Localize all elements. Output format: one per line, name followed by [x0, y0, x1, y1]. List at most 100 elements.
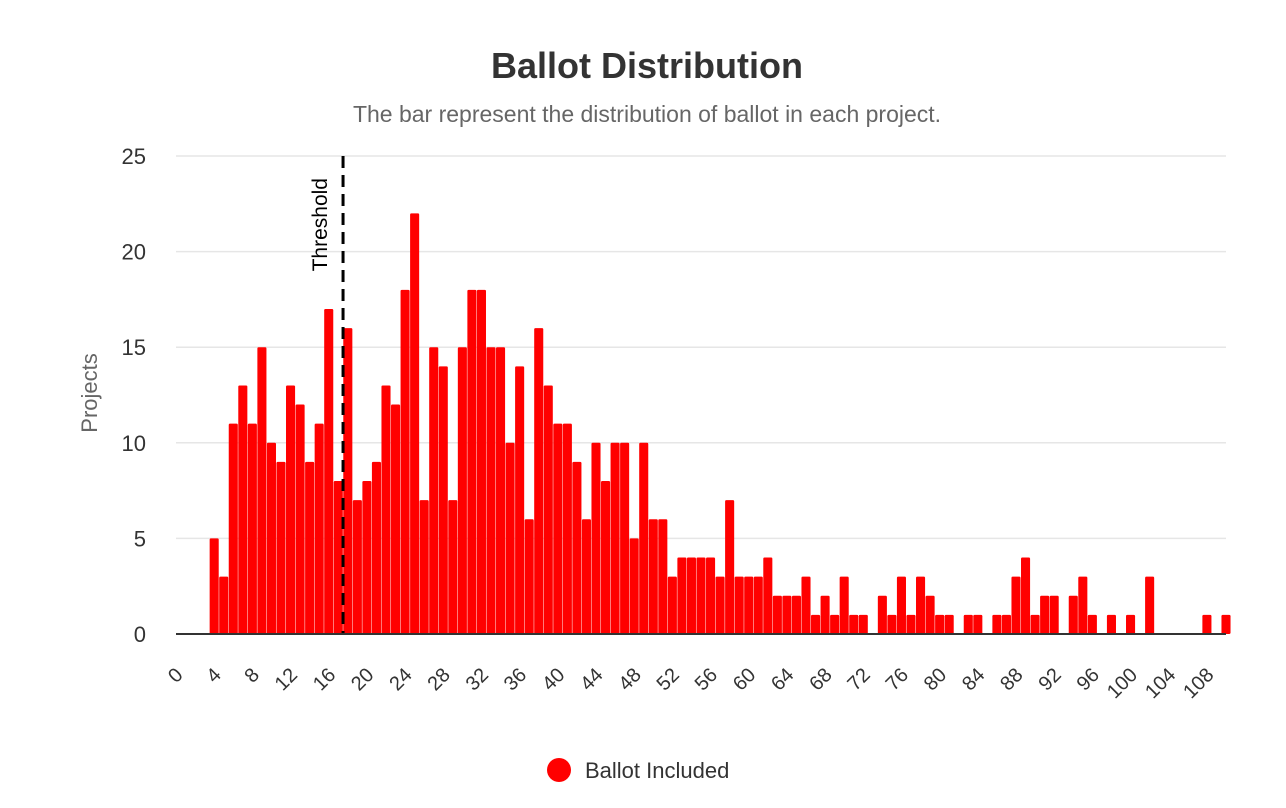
bar[interactable] — [467, 289, 477, 634]
legend-label[interactable]: Ballot Included — [585, 758, 729, 783]
bar[interactable] — [1221, 614, 1231, 634]
bar[interactable] — [944, 614, 954, 634]
bar[interactable] — [629, 538, 639, 634]
bar[interactable] — [1068, 595, 1078, 634]
bar[interactable] — [400, 289, 410, 634]
bar[interactable] — [1011, 576, 1021, 634]
bar[interactable] — [667, 576, 677, 634]
bar[interactable] — [620, 442, 630, 634]
bar[interactable] — [486, 347, 496, 634]
bar[interactable] — [391, 404, 401, 634]
bar[interactable] — [448, 500, 458, 634]
bar[interactable] — [343, 328, 353, 634]
bar[interactable] — [1126, 614, 1136, 634]
bar[interactable] — [772, 595, 782, 634]
bar[interactable] — [1049, 595, 1059, 634]
bar[interactable] — [219, 576, 229, 634]
bar[interactable] — [820, 595, 830, 634]
bar[interactable] — [782, 595, 792, 634]
bar[interactable] — [257, 347, 267, 634]
bar[interactable] — [658, 519, 668, 634]
bar[interactable] — [601, 481, 611, 634]
bar[interactable] — [553, 423, 563, 634]
bar[interactable] — [333, 481, 343, 634]
bar[interactable] — [410, 213, 420, 635]
legend-marker[interactable] — [547, 758, 571, 782]
bar[interactable] — [209, 538, 219, 634]
bar[interactable] — [1145, 576, 1155, 634]
bar[interactable] — [362, 481, 372, 634]
bar[interactable] — [371, 461, 381, 634]
bar[interactable] — [1040, 595, 1050, 634]
bar[interactable] — [744, 576, 754, 634]
bar[interactable] — [1106, 614, 1116, 634]
bar[interactable] — [562, 423, 572, 634]
bar[interactable] — [534, 328, 544, 634]
bar[interactable] — [696, 557, 706, 634]
bar[interactable] — [734, 576, 744, 634]
bar[interactable] — [505, 442, 515, 634]
bar[interactable] — [639, 442, 649, 634]
bar[interactable] — [963, 614, 973, 634]
bar[interactable] — [925, 595, 935, 634]
bar[interactable] — [763, 557, 773, 634]
bar[interactable] — [1030, 614, 1040, 634]
bar[interactable] — [1001, 614, 1011, 634]
bar[interactable] — [839, 576, 849, 634]
bar[interactable] — [677, 557, 687, 634]
bar[interactable] — [247, 423, 257, 634]
bar[interactable] — [753, 576, 763, 634]
bar[interactable] — [276, 461, 286, 634]
bar[interactable] — [811, 614, 821, 634]
legend[interactable]: Ballot Included — [547, 758, 729, 783]
bar[interactable] — [524, 519, 534, 634]
bar[interactable] — [515, 366, 525, 634]
bar[interactable] — [906, 614, 916, 634]
bar[interactable] — [935, 614, 945, 634]
bar[interactable] — [849, 614, 859, 634]
bar[interactable] — [992, 614, 1002, 634]
bar[interactable] — [791, 595, 801, 634]
bar[interactable] — [887, 614, 897, 634]
bar[interactable] — [896, 576, 906, 634]
bar[interactable] — [706, 557, 716, 634]
y-tick-label: 0 — [134, 622, 146, 647]
bar[interactable] — [286, 385, 296, 634]
bar[interactable] — [830, 614, 840, 634]
bar[interactable] — [457, 347, 467, 634]
bar[interactable] — [324, 308, 334, 634]
bar[interactable] — [1087, 614, 1097, 634]
bar[interactable] — [266, 442, 276, 634]
bar[interactable] — [476, 289, 486, 634]
bar[interactable] — [591, 442, 601, 634]
bar[interactable] — [801, 576, 811, 634]
bar[interactable] — [228, 423, 238, 634]
bar[interactable] — [305, 461, 315, 634]
bar[interactable] — [725, 500, 735, 634]
bar[interactable] — [916, 576, 926, 634]
bar[interactable] — [1078, 576, 1088, 634]
bar[interactable] — [381, 385, 391, 634]
bar[interactable] — [419, 500, 429, 634]
bar[interactable] — [686, 557, 696, 634]
bar[interactable] — [715, 576, 725, 634]
bar[interactable] — [429, 347, 439, 634]
bar[interactable] — [973, 614, 983, 634]
bar[interactable] — [496, 347, 506, 634]
bar[interactable] — [610, 442, 620, 634]
chart-title: Ballot Distribution — [491, 45, 803, 86]
threshold-annotation: Threshold — [309, 156, 345, 634]
bar[interactable] — [877, 595, 887, 634]
bar[interactable] — [438, 366, 448, 634]
bar[interactable] — [648, 519, 658, 634]
bar[interactable] — [314, 423, 324, 634]
bar[interactable] — [352, 500, 362, 634]
bar[interactable] — [543, 385, 553, 634]
bar[interactable] — [858, 614, 868, 634]
bar[interactable] — [572, 461, 582, 634]
bar[interactable] — [581, 519, 591, 634]
bar[interactable] — [295, 404, 305, 634]
bar[interactable] — [1021, 557, 1031, 634]
bar[interactable] — [1202, 614, 1212, 634]
bar[interactable] — [238, 385, 248, 634]
